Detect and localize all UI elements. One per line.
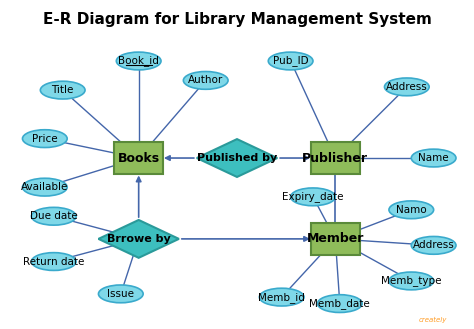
Text: creately: creately bbox=[419, 317, 447, 323]
Text: Address: Address bbox=[413, 240, 455, 250]
Text: E-R Diagram for Library Management System: E-R Diagram for Library Management Syste… bbox=[43, 13, 431, 28]
Ellipse shape bbox=[40, 81, 85, 99]
Ellipse shape bbox=[384, 78, 429, 96]
FancyBboxPatch shape bbox=[114, 142, 163, 174]
Ellipse shape bbox=[183, 71, 228, 89]
Text: Title: Title bbox=[52, 85, 74, 95]
Text: Memb_type: Memb_type bbox=[381, 275, 442, 286]
Text: Available: Available bbox=[21, 182, 69, 192]
Text: Namo: Namo bbox=[396, 205, 427, 215]
Text: Return date: Return date bbox=[23, 257, 84, 266]
Ellipse shape bbox=[318, 295, 362, 313]
Text: Address: Address bbox=[386, 82, 428, 92]
Text: Books: Books bbox=[118, 152, 160, 164]
Ellipse shape bbox=[22, 130, 67, 147]
Text: Expiry_date: Expiry_date bbox=[282, 191, 344, 202]
Text: Due date: Due date bbox=[30, 211, 78, 221]
Text: Publisher: Publisher bbox=[302, 152, 368, 164]
Ellipse shape bbox=[22, 178, 67, 196]
Polygon shape bbox=[99, 220, 179, 258]
Ellipse shape bbox=[31, 207, 76, 225]
Text: Book_id: Book_id bbox=[118, 56, 159, 66]
Ellipse shape bbox=[116, 52, 161, 70]
Ellipse shape bbox=[99, 285, 143, 303]
Ellipse shape bbox=[291, 188, 335, 206]
Ellipse shape bbox=[268, 52, 313, 70]
Ellipse shape bbox=[411, 237, 456, 254]
Text: Pub_ID: Pub_ID bbox=[273, 56, 309, 66]
Text: Brrowe by: Brrowe by bbox=[107, 234, 171, 244]
Ellipse shape bbox=[411, 149, 456, 167]
Polygon shape bbox=[197, 139, 277, 177]
Text: Memb_id: Memb_id bbox=[258, 292, 305, 303]
FancyBboxPatch shape bbox=[311, 223, 360, 255]
Ellipse shape bbox=[259, 288, 304, 306]
Text: Memb_date: Memb_date bbox=[310, 298, 370, 309]
FancyBboxPatch shape bbox=[311, 142, 360, 174]
Text: Name: Name bbox=[419, 153, 449, 163]
Ellipse shape bbox=[389, 201, 434, 219]
Ellipse shape bbox=[389, 272, 434, 290]
Text: Issue: Issue bbox=[107, 289, 134, 299]
Ellipse shape bbox=[31, 253, 76, 270]
Text: Author: Author bbox=[188, 75, 223, 86]
Text: Price: Price bbox=[32, 134, 58, 144]
Text: Published by: Published by bbox=[197, 153, 277, 163]
Text: Member: Member bbox=[307, 232, 364, 245]
